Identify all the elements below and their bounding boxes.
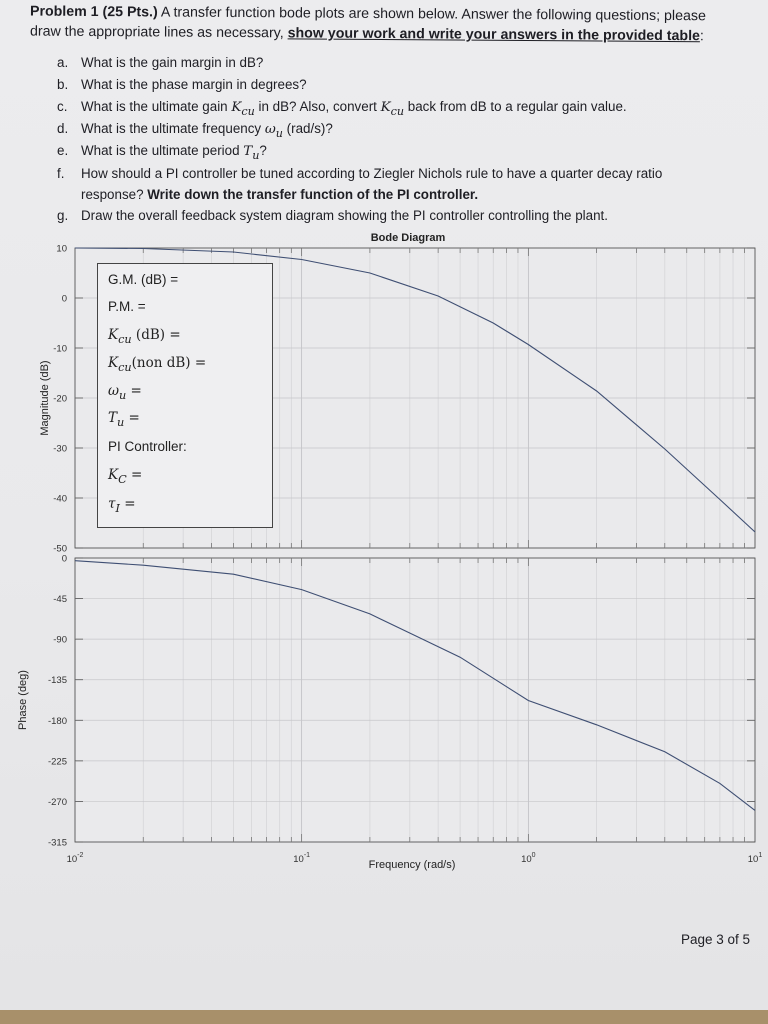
x-axis-label: Frequency (rad/s) [369,859,456,871]
kcu-symbol: K [380,100,391,115]
phase-y-axis-label: Phase (deg) [17,670,29,730]
omega-symbol: ω [108,383,120,399]
question-text: ? [259,143,267,158]
magnitude-y-tick-label: -10 [53,344,67,355]
question-text: What is the ultimate period [81,143,244,158]
magnitude-y-tick-label: -50 [53,544,67,555]
x-tick-label: 101 [748,852,763,865]
question-label: f. [57,166,65,181]
kc-symbol: K [108,467,119,483]
omega-symbol: ω [264,122,276,137]
phase-y-tick-label: 0 [62,554,67,565]
question-d: d. What is the ultimate frequency ωu (rad… [57,121,333,140]
question-f: f. How should a PI controller be tuned ac… [57,166,662,181]
kcu-symbol: K [108,327,119,343]
question-text: back from dB to a regular gain value. [404,99,627,114]
phase-y-tick-label: -225 [48,756,67,767]
answer-kc: KC = [108,467,142,486]
kcu-subscript: cu [118,360,132,374]
kcu-subscript: cu [390,104,405,118]
period-symbol: T [108,410,118,426]
answer-wu: ωu = [108,383,142,402]
question-label: c. [57,99,68,114]
answer-pm: P.M. = [108,299,146,314]
kcu-subscript: cu [241,104,255,118]
question-label: g. [57,208,69,223]
kc-subscript: C [118,472,127,486]
page-number: Page 3 of 5 [681,932,751,947]
magnitude-y-tick-label: 0 [62,294,67,305]
omega-subscript: u [119,388,127,402]
question-b: b. What is the phase margin in degrees? [57,77,307,92]
answer-kc-label: = [126,467,143,483]
question-text: response? [81,187,148,202]
kcu-symbol: K [108,355,119,371]
answer-kcu-non-db: Kcu(non dB) = [108,355,206,374]
kcu-subscript: cu [118,332,132,346]
answer-tau-i: τI = [108,496,136,515]
question-c: c. What is the ultimate gain Kcu in dB? A… [57,99,627,118]
chart-title: Bode Diagram [371,232,446,244]
answer-tu-label: = [124,410,140,426]
question-text-bold: Write down the transfer function of the … [147,187,479,202]
x-tick-label: 10-2 [67,852,84,865]
magnitude-y-tick-label: -20 [53,394,67,405]
question-text: What is the ultimate frequency [81,121,265,136]
question-label: a. [57,55,69,70]
magnitude-y-tick-label: -40 [53,494,67,505]
answer-pi-controller: PI Controller: [108,439,187,454]
question-f-continued: response? Write down the transfer functi… [81,187,478,202]
answer-tau-i-label: = [119,496,136,512]
period-subscript: u [117,415,125,429]
kcu-symbol: K [231,100,242,115]
answer-table: G.M. (dB) = P.M. = Kcu (dB) = Kcu(non dB… [97,263,273,528]
tau-symbol: τ [108,496,116,512]
x-tick-label: 10-1 [293,852,310,865]
question-text: What is the gain margin in dB? [81,55,264,70]
question-e: e. What is the ultimate period Tu? [57,143,267,162]
phase-y-tick-label: -45 [53,594,67,605]
phase-y-tick-label: -135 [48,675,67,686]
answer-tu: Tu = [108,410,140,429]
magnitude-y-tick-label: 10 [56,244,67,255]
question-label: d. [57,121,69,136]
question-label: b. [57,77,69,92]
phase-curve [74,560,756,811]
period-symbol: T [243,144,253,159]
x-tick-label: 100 [521,852,536,865]
magnitude-curve [74,247,756,533]
phase-y-tick-label: -270 [48,797,67,808]
phase-y-tick-label: -315 [48,838,67,849]
answer-kcu-db-label: (dB) = [131,327,181,343]
question-label: e. [57,143,69,158]
question-a: a. What is the gain margin in dB? [57,55,263,70]
magnitude-y-tick-label: -30 [53,444,67,455]
question-text: What is the phase margin in degrees? [81,77,307,92]
question-text: Draw the overall feedback system diagram… [81,208,608,223]
answer-kcu-non-db-label: (non dB) = [131,355,207,371]
question-text: in dB? Also, convert [254,99,381,114]
phase-y-tick-label: -180 [48,716,67,727]
period-subscript: u [252,148,260,162]
magnitude-y-axis-label: Magnitude (dB) [39,360,51,435]
phase-plot-frame [74,557,756,843]
question-text: How should a PI controller be tuned acco… [81,166,663,181]
question-text: What is the ultimate gain [81,99,232,114]
omega-subscript: u [275,126,283,140]
tau-subscript: I [115,501,120,515]
answer-wu-label: = [126,383,142,399]
answer-kcu-db: Kcu (dB) = [108,327,181,346]
question-g: g. Draw the overall feedback system diagr… [57,208,608,223]
question-text: (rad/s)? [282,121,333,136]
desk-edge [0,1010,768,1024]
answer-gm: G.M. (dB) = [108,272,179,287]
phase-y-tick-label: -90 [53,635,67,646]
